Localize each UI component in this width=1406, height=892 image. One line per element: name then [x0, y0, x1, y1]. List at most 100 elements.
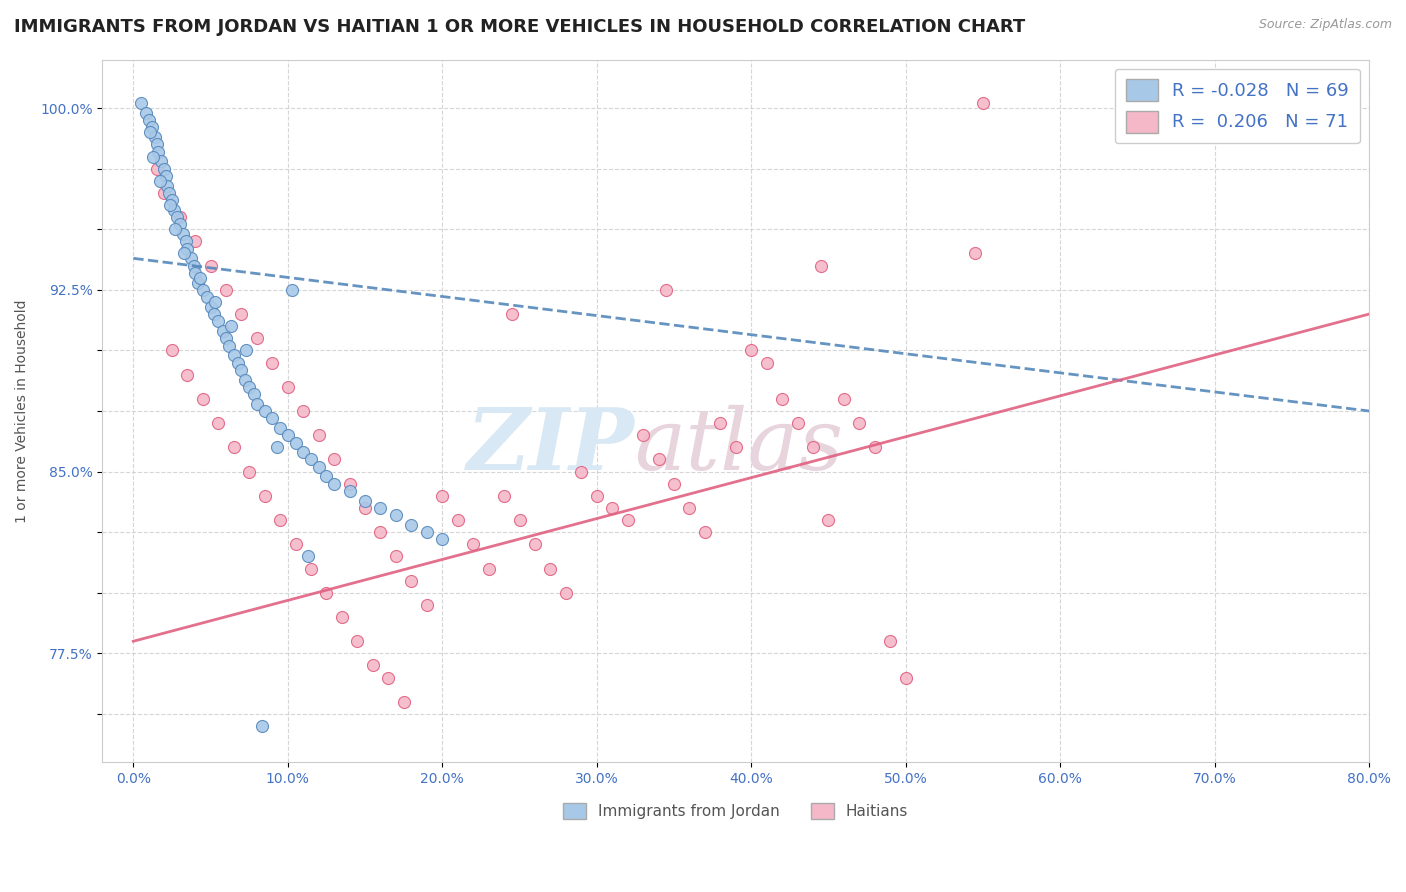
Point — [266, 441, 288, 455]
Point — [655, 283, 678, 297]
Point — [231, 307, 253, 321]
Point — [277, 428, 299, 442]
Point — [354, 493, 377, 508]
Point — [218, 338, 240, 352]
Point — [243, 387, 266, 401]
Point — [215, 283, 238, 297]
Point — [416, 525, 439, 540]
Point — [156, 178, 179, 193]
Point — [848, 416, 870, 430]
Point — [972, 96, 994, 111]
Point — [174, 235, 197, 249]
Point — [755, 355, 778, 369]
Point — [159, 198, 181, 212]
Point — [169, 218, 191, 232]
Point — [299, 452, 322, 467]
Point — [361, 658, 384, 673]
Point — [308, 459, 330, 474]
Point — [315, 586, 337, 600]
Point — [250, 719, 273, 733]
Point — [281, 283, 304, 297]
Point — [385, 549, 408, 564]
Point — [184, 235, 207, 249]
Point — [631, 428, 654, 442]
Point — [354, 500, 377, 515]
Point — [463, 537, 485, 551]
Point — [191, 392, 214, 406]
Point — [292, 445, 315, 459]
Point — [162, 202, 184, 217]
Text: ZIP: ZIP — [467, 404, 634, 488]
Point — [965, 246, 987, 260]
Point — [538, 561, 561, 575]
Point — [277, 380, 299, 394]
Point — [377, 671, 399, 685]
Point — [879, 634, 901, 648]
Point — [238, 465, 260, 479]
Point — [150, 154, 173, 169]
Point — [894, 671, 917, 685]
Point — [246, 331, 269, 345]
Point — [204, 295, 226, 310]
Point — [176, 368, 198, 382]
Point — [299, 561, 322, 575]
Point — [432, 489, 454, 503]
Point — [401, 517, 423, 532]
Point — [401, 574, 423, 588]
Point — [222, 441, 245, 455]
Text: atlas: atlas — [634, 405, 844, 488]
Point — [262, 411, 284, 425]
Point — [770, 392, 793, 406]
Point — [200, 300, 222, 314]
Point — [339, 476, 361, 491]
Point — [160, 343, 183, 358]
Point — [370, 500, 392, 515]
Point — [308, 428, 330, 442]
Text: Source: ZipAtlas.com: Source: ZipAtlas.com — [1258, 18, 1392, 31]
Point — [169, 210, 191, 224]
Point — [235, 343, 257, 358]
Point — [183, 259, 205, 273]
Point — [416, 598, 439, 612]
Point — [554, 586, 576, 600]
Point — [233, 372, 256, 386]
Point — [501, 307, 523, 321]
Point — [709, 416, 731, 430]
Point — [346, 634, 368, 648]
Point — [284, 435, 307, 450]
Y-axis label: 1 or more Vehicles in Household: 1 or more Vehicles in Household — [15, 300, 30, 523]
Point — [153, 186, 176, 200]
Point — [616, 513, 638, 527]
Point — [523, 537, 546, 551]
Point — [478, 561, 501, 575]
Point — [284, 537, 307, 551]
Point — [269, 513, 291, 527]
Point — [153, 161, 176, 176]
Point — [202, 307, 225, 321]
Point — [494, 489, 516, 503]
Point — [585, 489, 607, 503]
Point — [222, 348, 245, 362]
Point — [323, 452, 346, 467]
Point — [269, 421, 291, 435]
Point — [173, 246, 195, 260]
Point — [662, 476, 685, 491]
Point — [238, 380, 260, 394]
Point — [197, 290, 219, 304]
Point — [135, 106, 157, 120]
Point — [740, 343, 762, 358]
Point — [219, 319, 242, 334]
Point — [184, 266, 207, 280]
Point — [385, 508, 408, 523]
Point — [810, 259, 832, 273]
Point — [508, 513, 530, 527]
Point — [323, 476, 346, 491]
Point — [160, 193, 183, 207]
Point — [231, 363, 253, 377]
Point — [262, 355, 284, 369]
Point — [600, 500, 623, 515]
Point — [143, 130, 166, 145]
Point — [339, 483, 361, 498]
Point — [724, 441, 747, 455]
Point — [228, 355, 250, 369]
